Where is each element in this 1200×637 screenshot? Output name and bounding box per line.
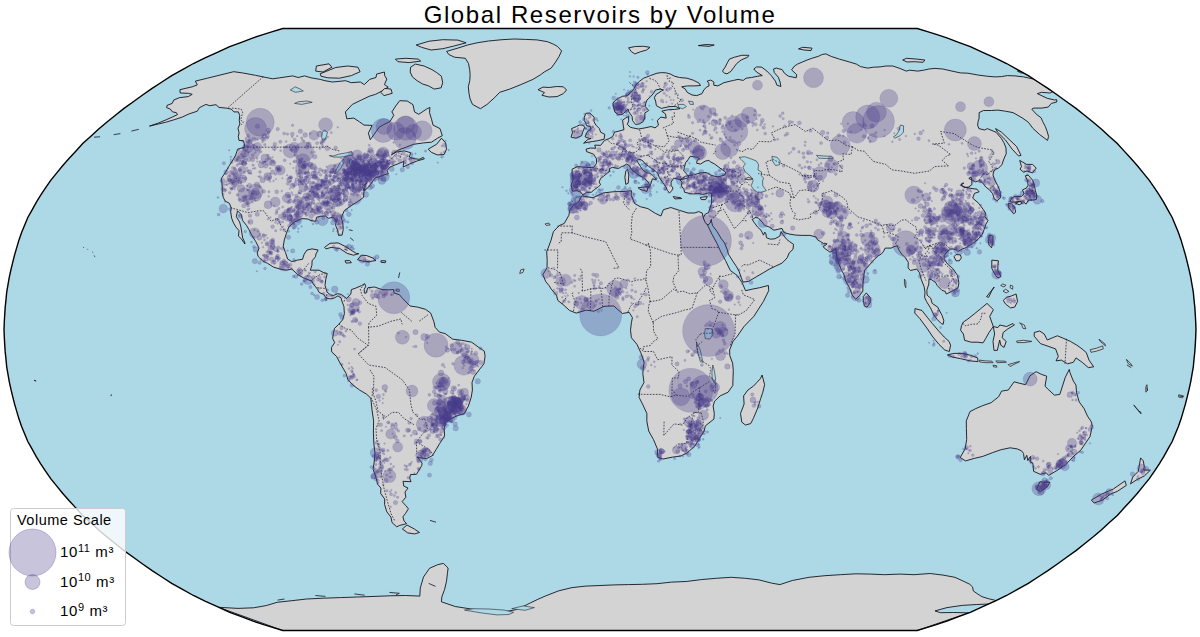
svg-text:109 m³: 109 m³	[60, 601, 108, 620]
svg-text:Volume Scale: Volume Scale	[17, 512, 112, 528]
svg-text:Global Reservoirs by Volume: Global Reservoirs by Volume	[424, 1, 777, 28]
